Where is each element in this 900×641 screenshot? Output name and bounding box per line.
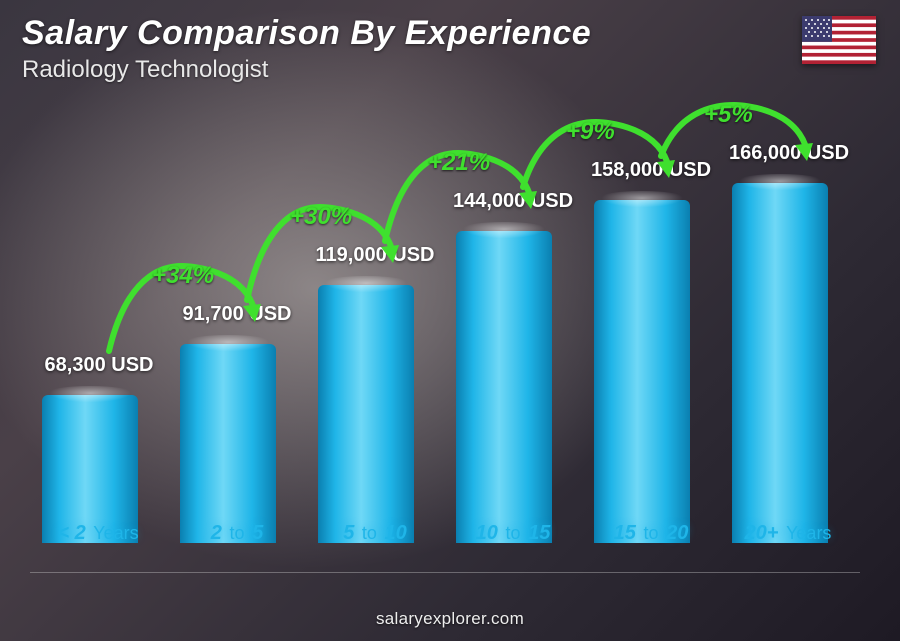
bar bbox=[732, 183, 828, 543]
bar bbox=[42, 395, 138, 543]
bar-category-label: < 2 Years bbox=[57, 522, 140, 545]
bar-value-label: 91,700 USD bbox=[183, 303, 292, 326]
bar-category-label: 2 to 5 bbox=[211, 522, 263, 545]
bar-category-label: 5 to 10 bbox=[343, 522, 407, 545]
pct-increase-label: +34% bbox=[152, 262, 214, 290]
bar-value-label: 166,000 USD bbox=[729, 142, 849, 165]
page-title: Salary Comparison By Experience bbox=[22, 14, 591, 53]
bar-value-label: 158,000 USD bbox=[591, 159, 711, 182]
bar-category-label: 20+ Years bbox=[745, 522, 834, 545]
x-axis-line bbox=[30, 572, 860, 573]
infographic-canvas: Salary Comparison By Experience Radiolog… bbox=[0, 0, 900, 641]
bar-category-label: 15 to 20 bbox=[614, 522, 689, 545]
bar bbox=[318, 285, 414, 543]
bar bbox=[180, 344, 276, 543]
bar-category-label: 10 to 15 bbox=[476, 522, 551, 545]
bar-value-label: 119,000 USD bbox=[316, 244, 435, 267]
bar-value-label: 144,000 USD bbox=[453, 190, 573, 213]
bar-chart: 68,300 USD < 2 Years 91,700 USD 2 to 5 119,0… bbox=[30, 100, 860, 571]
us-flag-icon bbox=[802, 16, 876, 64]
pct-increase-label: +9% bbox=[566, 118, 615, 146]
pct-increase-label: +21% bbox=[428, 149, 490, 177]
bar bbox=[594, 200, 690, 543]
bar-value-label: 68,300 USD bbox=[45, 354, 154, 377]
pct-increase-label: +30% bbox=[290, 203, 352, 231]
page-subtitle: Radiology Technologist bbox=[22, 56, 268, 84]
bar bbox=[456, 231, 552, 543]
attribution-text: salaryexplorer.com bbox=[376, 609, 524, 629]
pct-increase-label: +5% bbox=[704, 101, 753, 129]
